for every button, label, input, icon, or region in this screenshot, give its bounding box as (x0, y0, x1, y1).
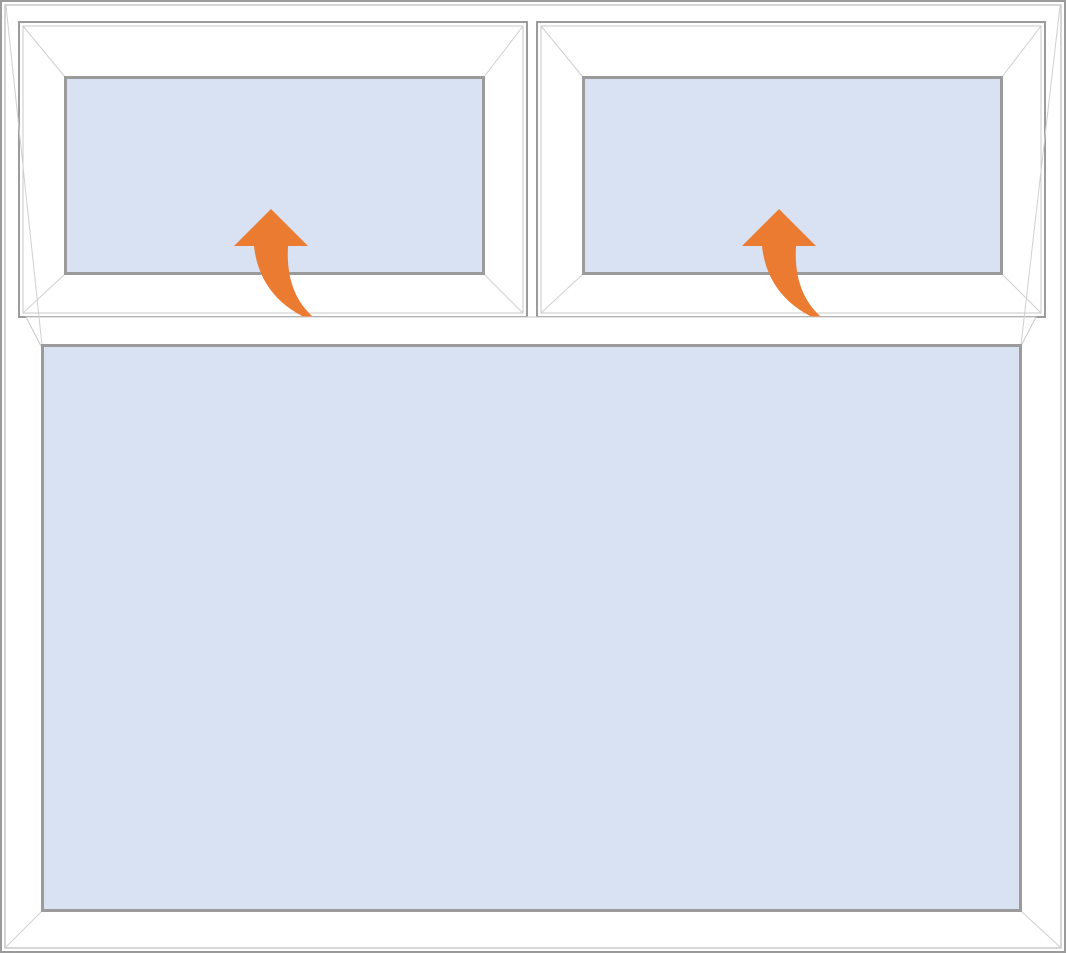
mitre-line (1001, 273, 1042, 314)
mitre-line (5, 910, 43, 948)
mitre-line (483, 25, 524, 78)
mitre-line (5, 5, 43, 346)
mitre-line (22, 273, 66, 314)
mitre-line (22, 25, 66, 78)
open-outward-arrow-icon (742, 209, 830, 324)
transom-bar (25, 316, 1037, 347)
open-outward-arrow-icon (234, 209, 322, 324)
mitre-line (483, 273, 524, 314)
top-left-sash (18, 21, 528, 324)
transom-bevel (25, 316, 1037, 347)
mitre-line (540, 25, 584, 78)
bottom-glass (44, 347, 1019, 909)
bottom-pane (5, 5, 1061, 948)
outer-frame-inner-border (4, 4, 1062, 949)
mitre-line (540, 273, 584, 314)
top-right-sash (536, 21, 1046, 324)
mitre-line (1020, 910, 1061, 948)
mitre-line (1020, 5, 1061, 346)
mitre-line (1001, 25, 1042, 78)
